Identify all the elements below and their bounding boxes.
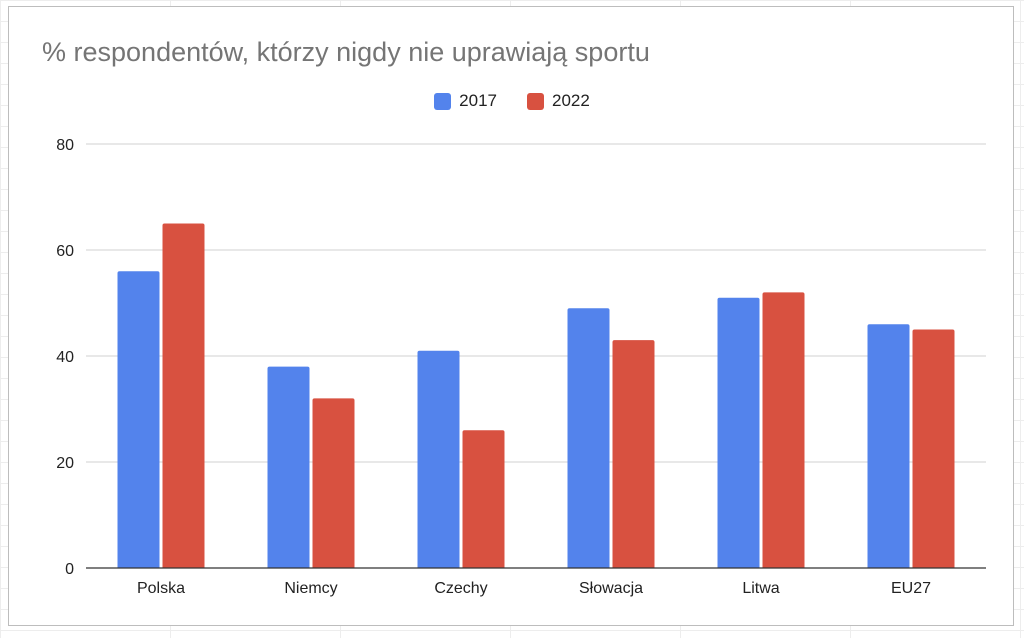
chart-title: % respondentów, którzy nigdy nie uprawia… xyxy=(42,37,650,67)
bar-2022-Polska[interactable] xyxy=(162,223,205,569)
x-tick-label: Czechy xyxy=(434,580,487,597)
bar-2017-EU27[interactable] xyxy=(867,324,910,568)
bar-2017-Słowacja[interactable] xyxy=(567,308,610,568)
legend: 2017 2022 xyxy=(9,91,1015,111)
chart-container[interactable]: % respondentów, którzy nigdy nie uprawia… xyxy=(8,6,1014,626)
y-tick-label: 40 xyxy=(56,349,74,366)
bar-2022-Litwa[interactable] xyxy=(762,292,805,568)
bar-2017-Polska[interactable] xyxy=(117,271,160,568)
bar-2022-Niemcy[interactable] xyxy=(312,398,355,568)
y-tick-label: 60 xyxy=(56,243,74,260)
x-tick-label: Niemcy xyxy=(284,580,337,597)
legend-item-2017[interactable]: 2017 xyxy=(434,91,497,111)
legend-label-2022: 2022 xyxy=(552,91,590,110)
legend-swatch-2022 xyxy=(527,92,544,110)
bar-2022-Słowacja[interactable] xyxy=(612,340,655,568)
bar-2022-Czechy[interactable] xyxy=(462,430,505,568)
legend-swatch-2017 xyxy=(434,92,452,110)
y-tick-label: 80 xyxy=(56,137,74,154)
bar-2022-EU27[interactable] xyxy=(912,329,955,569)
y-tick-label: 0 xyxy=(65,561,74,578)
bar-2017-Czechy[interactable] xyxy=(417,350,460,568)
y-tick-label: 20 xyxy=(56,455,74,472)
bar-2017-Niemcy[interactable] xyxy=(267,366,310,568)
legend-item-2022[interactable]: 2022 xyxy=(527,91,590,111)
bar-2017-Litwa[interactable] xyxy=(717,297,760,568)
plot-area: 0 20 40 60 80 Polska Niemcy Czechy Słowacja Litwa… xyxy=(56,137,986,597)
x-tick-label: EU27 xyxy=(891,580,931,597)
x-tick-label: Litwa xyxy=(742,580,779,597)
legend-label-2017: 2017 xyxy=(459,91,497,110)
x-tick-label: Słowacja xyxy=(579,580,643,597)
x-tick-label: Polska xyxy=(137,580,185,597)
